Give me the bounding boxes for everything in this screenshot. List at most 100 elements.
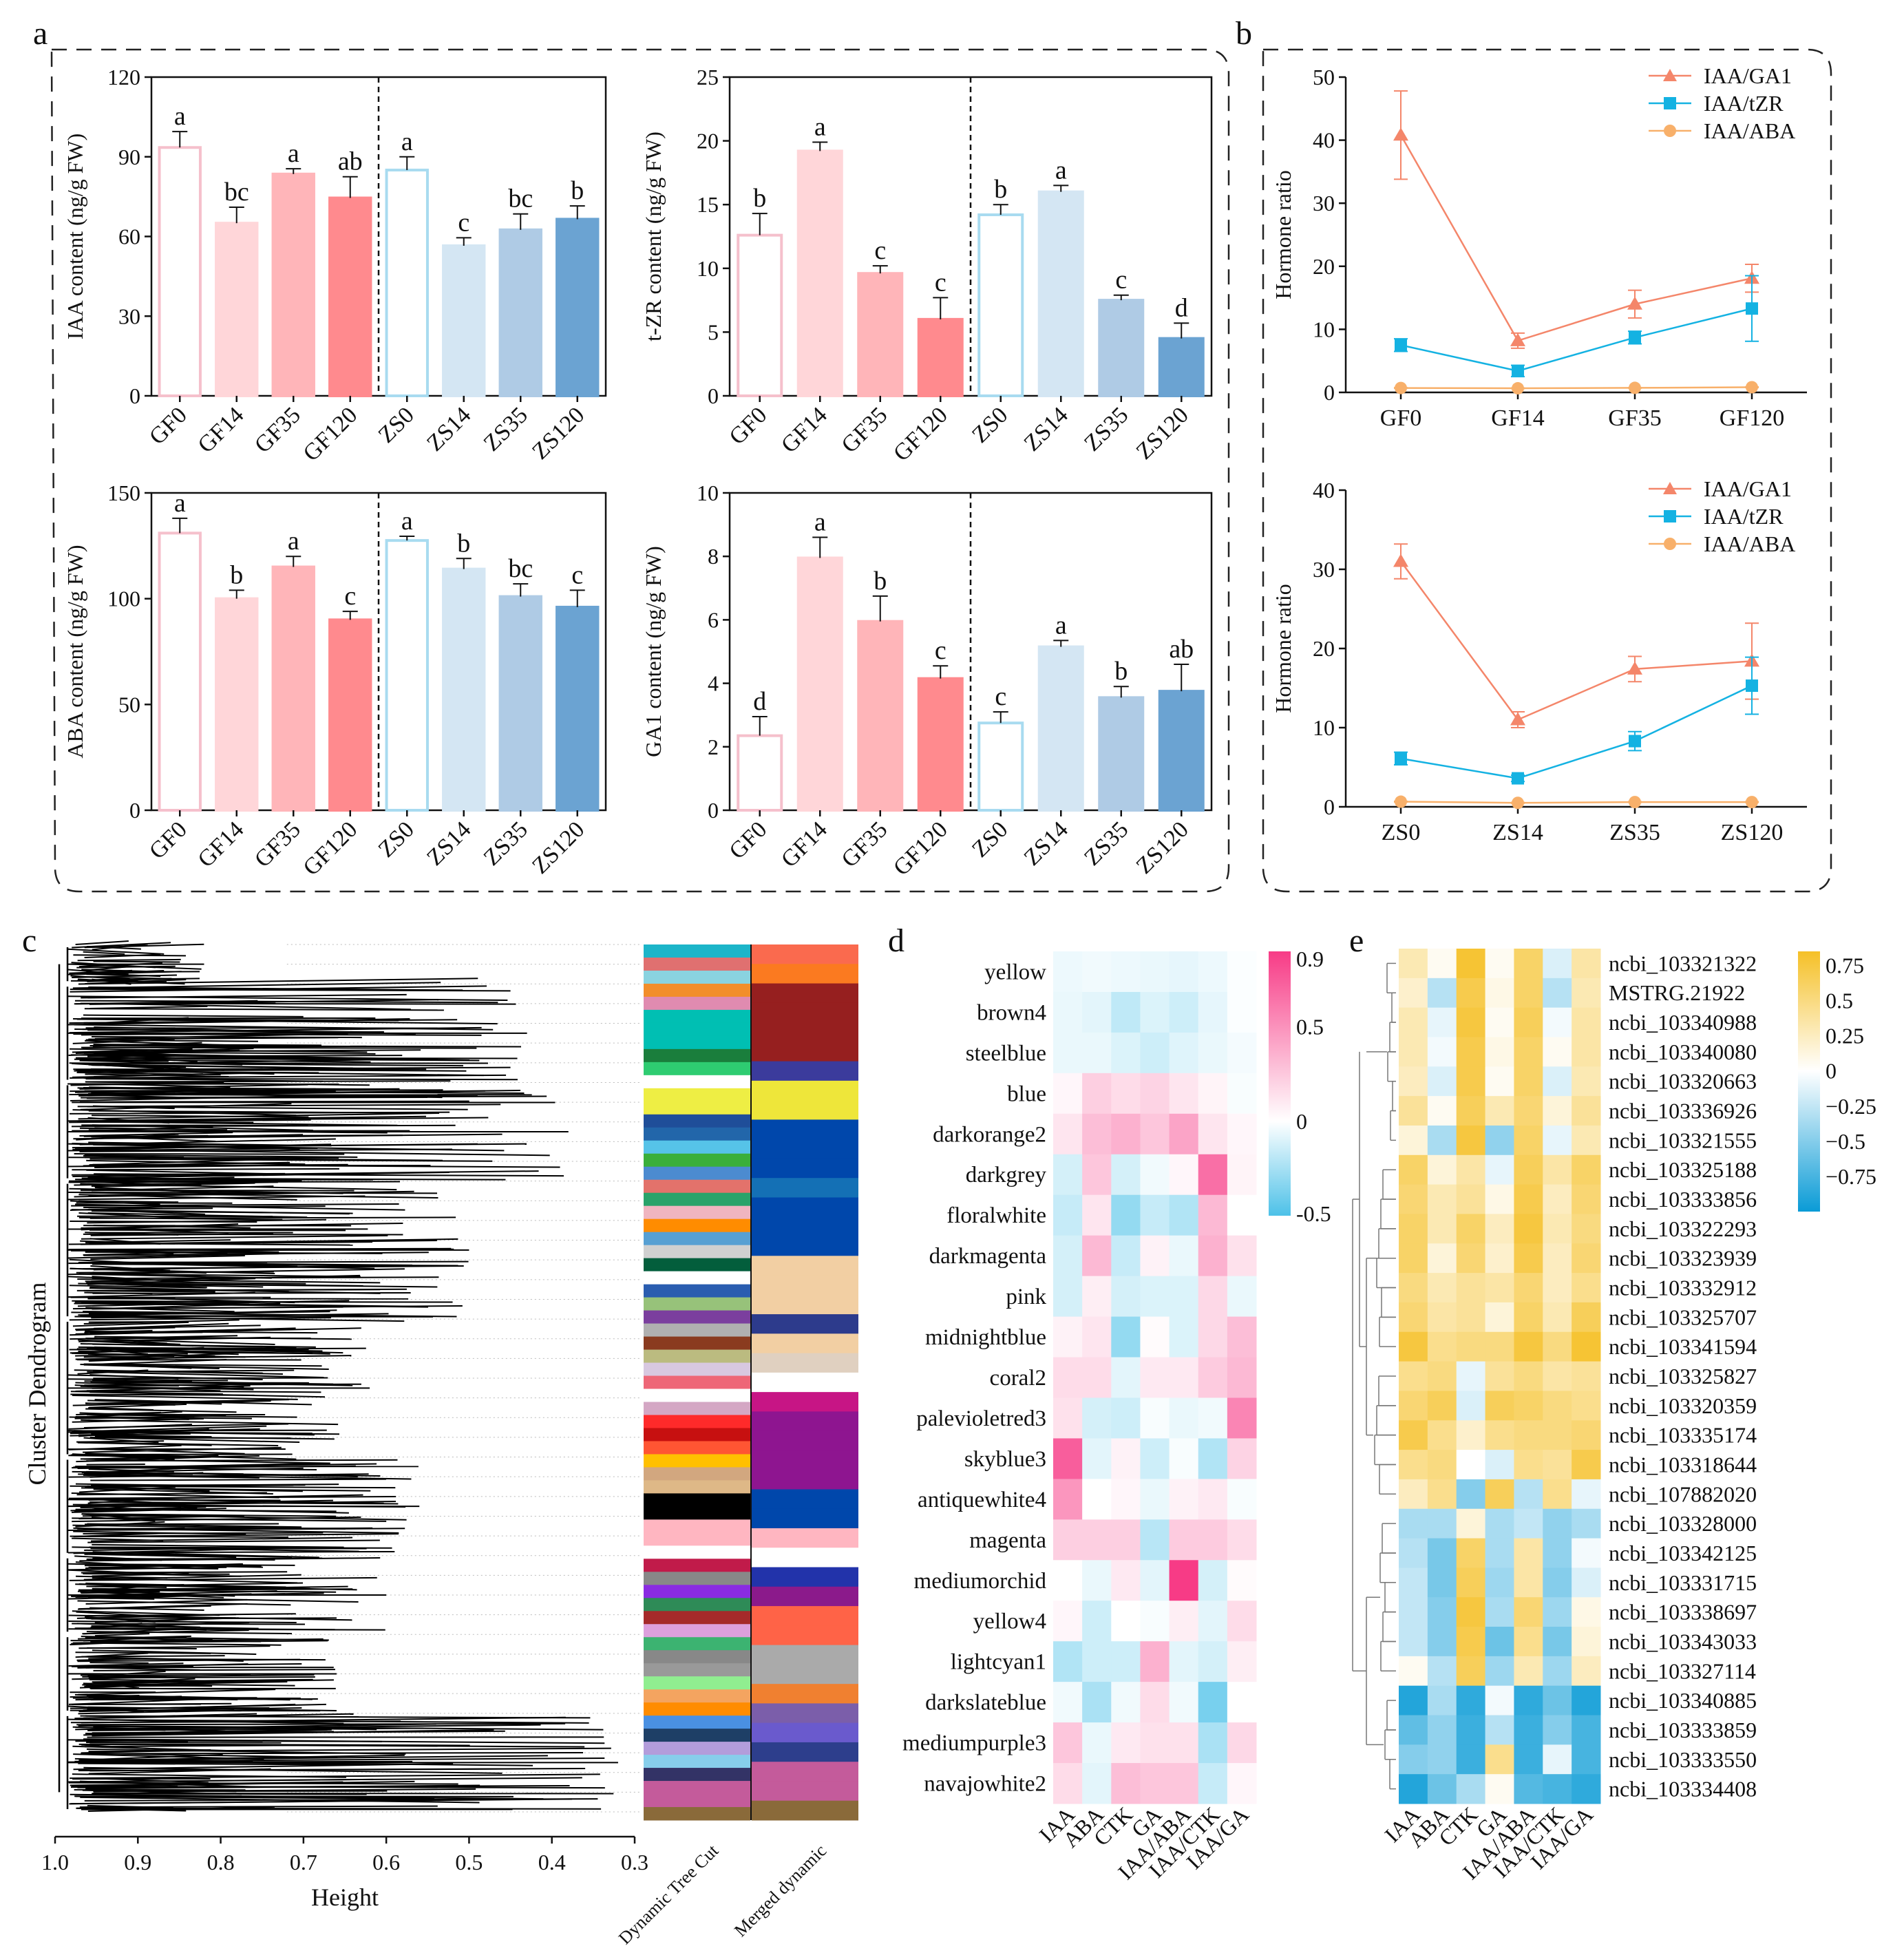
heatmap-cell (1227, 1073, 1257, 1115)
bar (158, 146, 202, 398)
branch (77, 1585, 147, 1592)
significance-letter: a (1055, 156, 1067, 184)
dynamic-tree-cut-segment (644, 1467, 750, 1481)
x-tick-label: GF0 (724, 402, 772, 450)
heatmap-cell (1082, 1113, 1112, 1155)
branch (78, 1724, 604, 1731)
branch (94, 1002, 411, 1011)
dynamic-tree-cut-segment (644, 1323, 750, 1338)
heatmap-cell (1572, 1744, 1601, 1775)
branch (94, 1617, 239, 1624)
significance-letter: c (874, 236, 886, 265)
legend-marker (1663, 482, 1677, 494)
gf-hormone-ratio-line-chart: 0 10 20 30 40 50 Hormone ratio GF0 GF14 GF35 GF120… (1271, 63, 1807, 431)
branch (83, 1682, 295, 1687)
heatmap-cell (1399, 1154, 1428, 1185)
ga1-content-bar-chart: 0 2 4 6 8 10 GA1 content (ng/g FW) d GF0 a GF14 b GF… (641, 481, 1213, 880)
heatmap-cell (1053, 1235, 1083, 1277)
heatmap-cell (1169, 1154, 1199, 1196)
heatmap-cell (1572, 1007, 1601, 1037)
branch (74, 1181, 278, 1186)
heatmap-cell (1485, 1479, 1514, 1510)
significance-letter: a (174, 102, 186, 131)
branch (67, 1276, 173, 1282)
row-label: ncbi_103325827 (1609, 1364, 1757, 1389)
data-point (1395, 795, 1407, 808)
dynamic-tree-cut-segment (644, 1493, 750, 1507)
branch (81, 1419, 339, 1426)
row-label: brown4 (977, 1000, 1046, 1025)
branch (73, 1068, 224, 1071)
panel-label-b: b (1236, 15, 1252, 52)
heatmap-cell (1543, 1479, 1572, 1510)
branch (72, 1640, 328, 1644)
branch (84, 1154, 358, 1158)
heatmap-cell (1456, 1744, 1486, 1775)
heatmap-cell (1111, 1397, 1141, 1439)
branch (78, 1311, 330, 1316)
merged-dynamic-segment (752, 1548, 858, 1568)
legend-label: IAA/GA1 (1704, 476, 1792, 501)
y-tick-label: 0 (129, 383, 140, 408)
dynamic-tree-cut-segment (644, 1245, 750, 1259)
dynamic-tree-cut-segment (644, 1441, 750, 1455)
branch (83, 1574, 302, 1581)
heatmap-cell (1227, 1194, 1257, 1236)
branch (78, 978, 478, 985)
heatmap-cell (1198, 1235, 1228, 1277)
branch (70, 1267, 275, 1275)
branch (69, 1798, 572, 1805)
heatmap-cell (1082, 1235, 1112, 1277)
branch (82, 1629, 249, 1635)
bar (442, 567, 486, 812)
dynamic-tree-cut-segment (644, 1532, 750, 1546)
dynamic-tree-cut-segment (644, 1585, 750, 1598)
heatmap-cell (1543, 1391, 1572, 1421)
heatmap-cell (1485, 1597, 1514, 1627)
branch (70, 1200, 160, 1205)
dynamic-tree-cut-segment (644, 957, 750, 971)
heatmap-cell (1514, 1096, 1543, 1126)
row-label: MSTRG.21922 (1609, 980, 1745, 1005)
x-tick-label: ZS35 (479, 402, 533, 456)
significance-letter: c (1115, 266, 1127, 295)
branch (77, 1658, 300, 1662)
heatmap-cell (1399, 1331, 1428, 1362)
merged-dynamic-segment (752, 1489, 858, 1510)
dynamic-tree-cut-segment (644, 1022, 750, 1037)
branch (87, 1212, 308, 1218)
branch (78, 1762, 363, 1766)
merged-dynamic-segment (752, 1625, 858, 1646)
legend-marker (1664, 510, 1676, 522)
branch (89, 1017, 189, 1024)
branch (82, 1028, 383, 1033)
heatmap-cell (1082, 991, 1112, 1033)
bar (498, 228, 542, 397)
legend-label: IAA/GA1 (1704, 63, 1792, 88)
significance-letter: bc (508, 554, 533, 583)
heatmap-cell (1399, 1774, 1428, 1804)
heatmap-cell (1198, 1194, 1228, 1236)
branch (84, 1052, 383, 1059)
branch (92, 1302, 281, 1310)
heatmap-cell (1543, 1567, 1572, 1598)
branch (83, 1086, 388, 1090)
merged-dynamic-segment (752, 1392, 858, 1412)
heatmap-cell (1514, 1391, 1543, 1421)
row-label: navajowhite2 (924, 1772, 1046, 1797)
bar (1037, 190, 1084, 397)
heatmap-cell (1485, 1273, 1514, 1303)
legend-marker (1664, 125, 1676, 137)
data-point (1627, 661, 1642, 675)
heatmap-cell (1227, 1560, 1257, 1601)
heatmap-cell (1514, 949, 1543, 979)
row-label: yellow4 (973, 1609, 1046, 1634)
heatmap-cell (1169, 1276, 1199, 1318)
heatmap-cell (1227, 1316, 1257, 1358)
heatmap-cell (1427, 1037, 1457, 1067)
heatmap-cell (1572, 1391, 1601, 1421)
row-label: ncbi_103342125 (1609, 1541, 1757, 1565)
heatmap-cell (1427, 1391, 1457, 1421)
heatmap-cell (1572, 949, 1601, 979)
